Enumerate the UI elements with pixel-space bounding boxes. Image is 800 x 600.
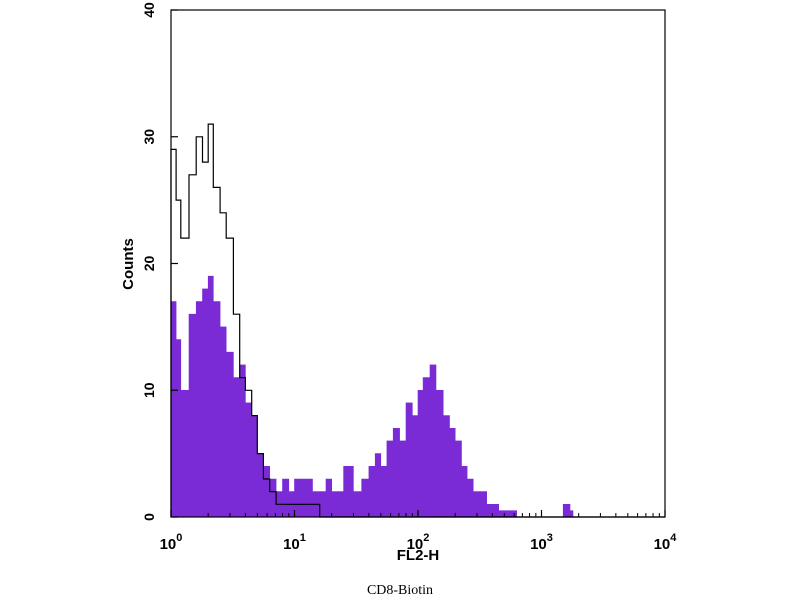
chart-caption: CD8-Biotin: [366, 583, 434, 598]
x-tick-label: 100: [160, 532, 183, 553]
y-tick-label: 20: [141, 256, 157, 272]
x-axis-label: FL2-H: [397, 547, 440, 564]
series-1-outline-histogram: [170, 123, 665, 518]
y-tick-label: 40: [141, 2, 157, 18]
y-axis-label: Counts: [120, 238, 137, 290]
x-tick-label: 101: [283, 532, 306, 553]
y-tick-label: 30: [141, 129, 157, 145]
y-tick-label: 0: [141, 513, 157, 521]
x-tick-label: 104: [654, 532, 678, 553]
histogram-chart: 100 101 102 103 104 0 10 20 30 40 FL2-H Counts: [120, 2, 677, 564]
y-tick-label: 10: [141, 382, 157, 398]
chart-marks: [170, 123, 665, 518]
axis-ticks: 100 101 102 103 104 0 10 20 30 40: [141, 2, 677, 553]
x-tick-label: 102: [407, 532, 430, 553]
series-0-filled-histogram: [170, 275, 665, 518]
x-tick-label: 103: [530, 532, 553, 553]
